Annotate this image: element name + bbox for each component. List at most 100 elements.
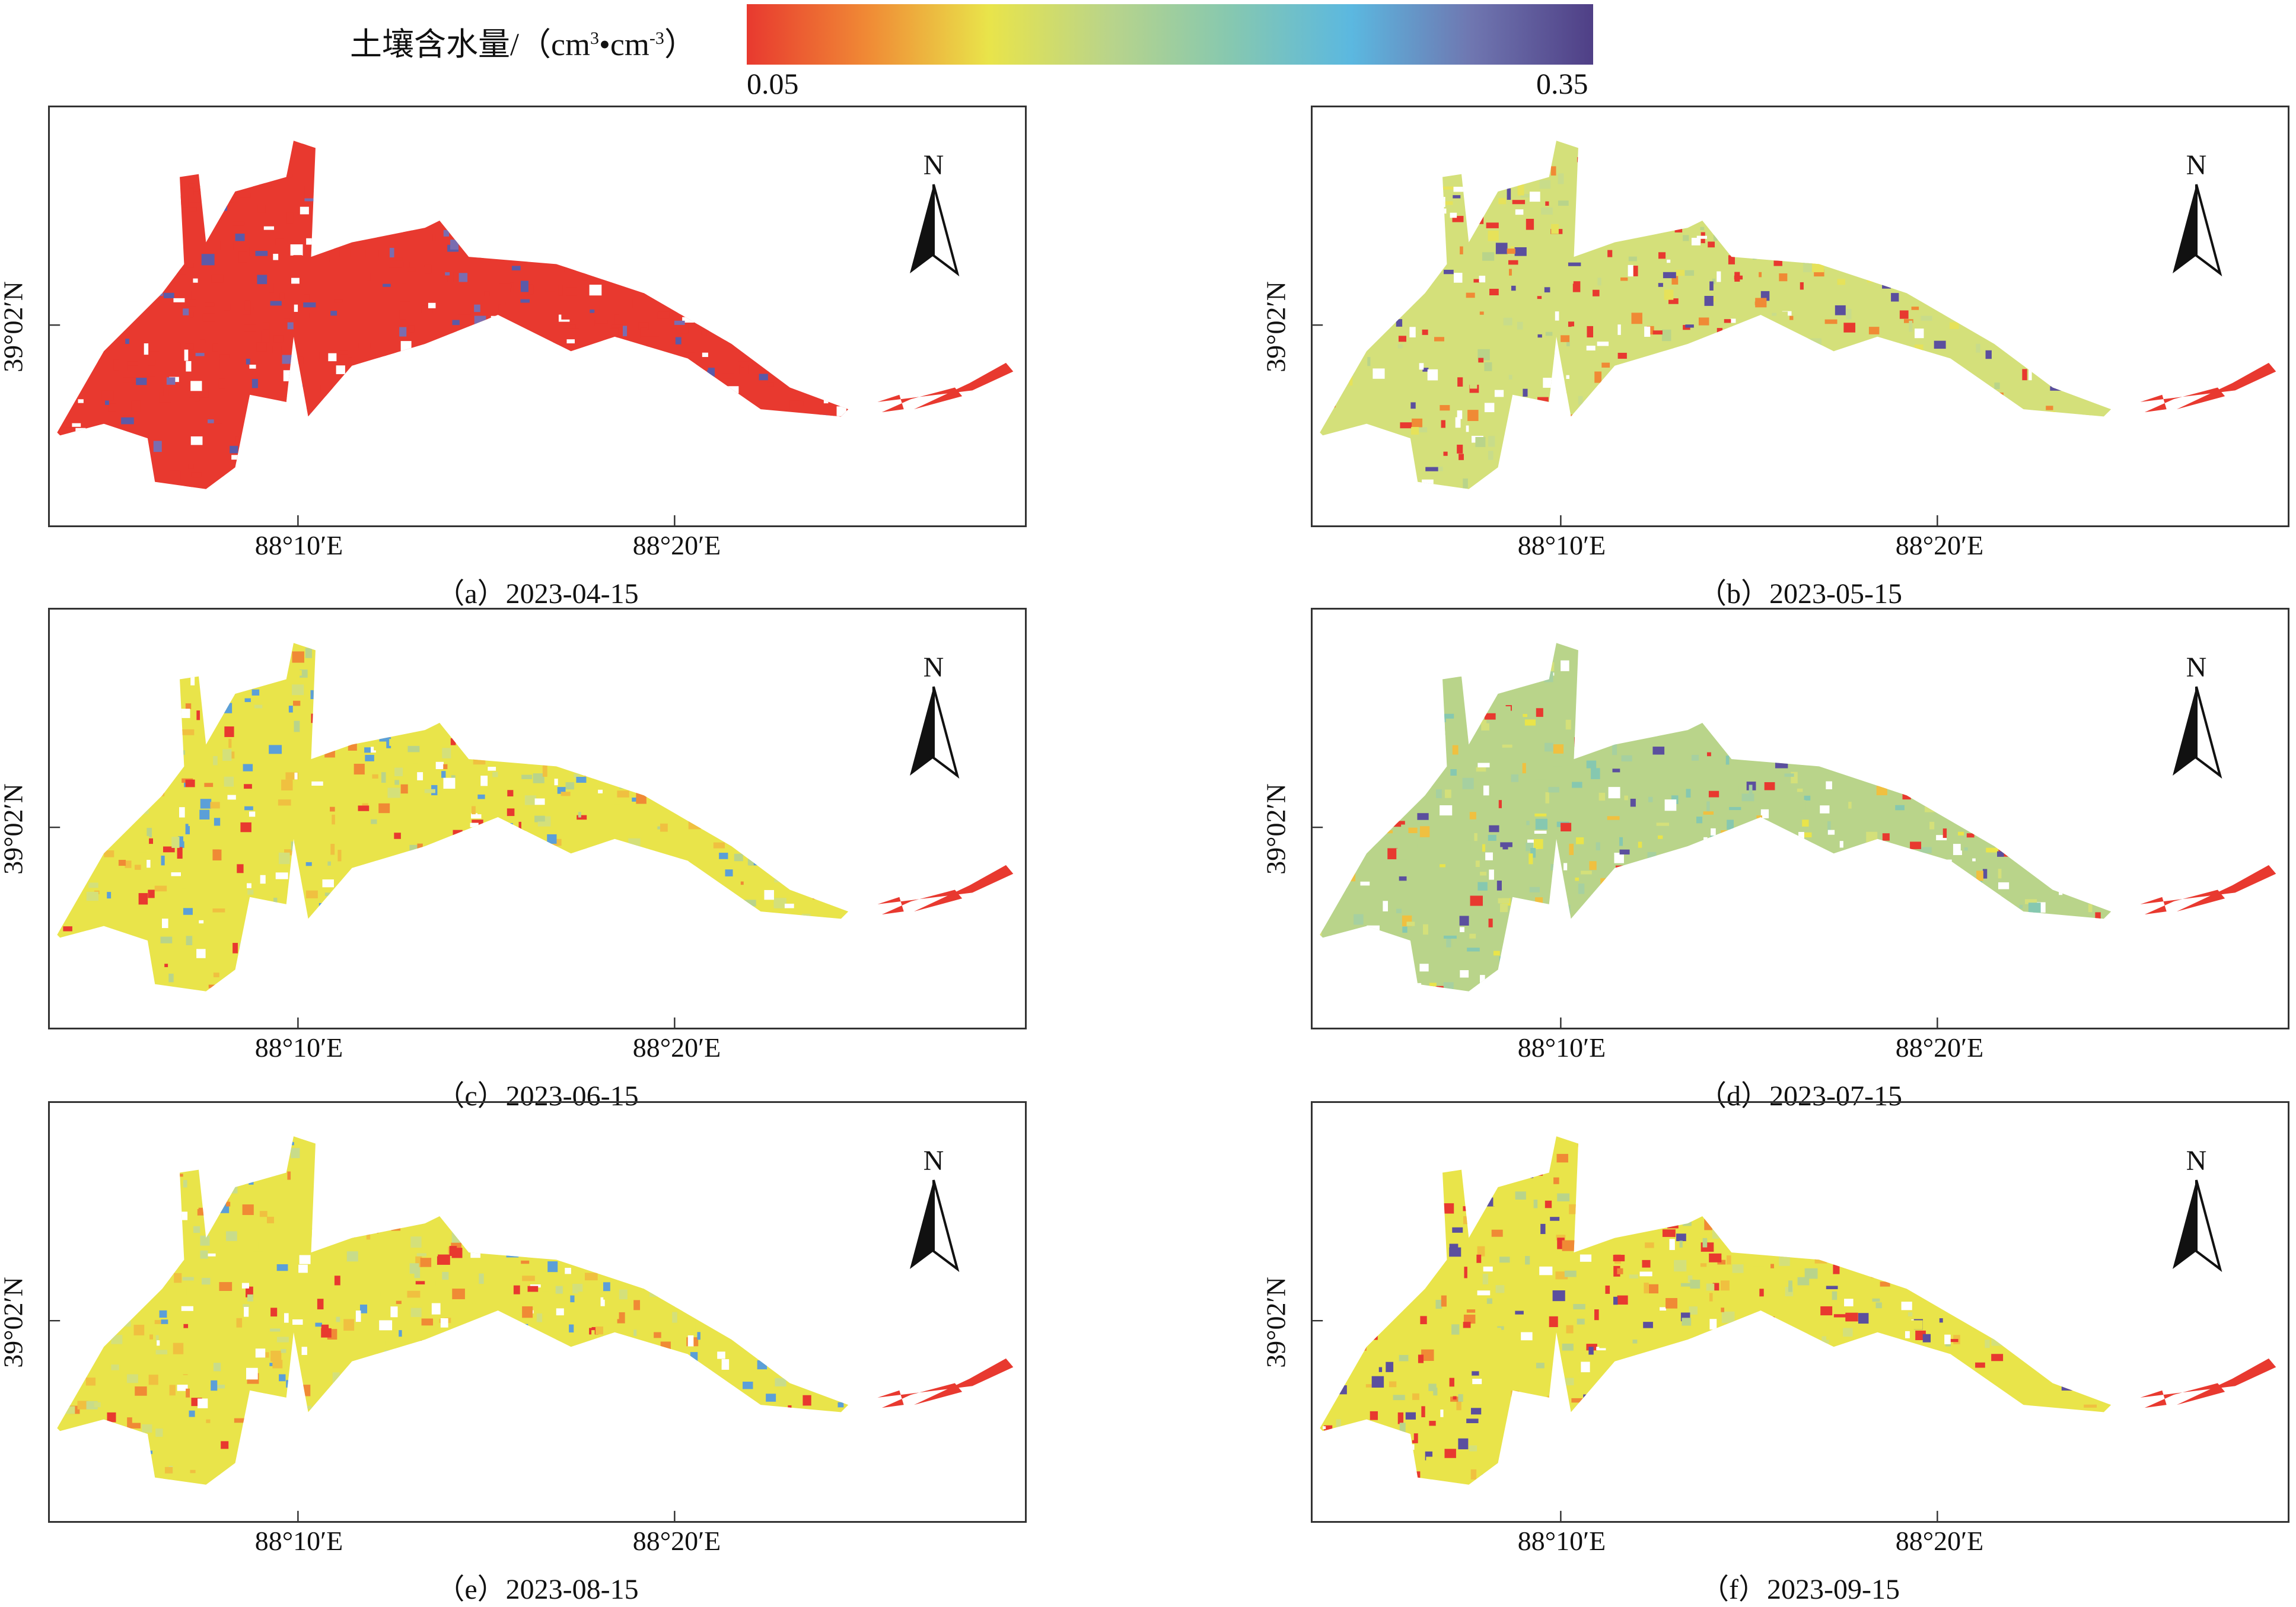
field-patch — [757, 1360, 767, 1369]
field-patch — [1866, 1298, 1873, 1306]
field-patch — [987, 293, 993, 298]
field-patch — [2151, 739, 2163, 742]
field-patch — [788, 1146, 792, 1157]
field-patch — [1386, 1393, 1391, 1401]
field-patch — [340, 248, 351, 257]
field-patch — [1565, 431, 1574, 439]
field-patch — [1508, 986, 1515, 992]
field-patch — [135, 1386, 147, 1396]
field-patch — [418, 479, 429, 486]
field-patch — [1499, 800, 1502, 808]
field-patch — [254, 425, 259, 429]
field-patch — [277, 1439, 286, 1448]
field-patch — [145, 276, 148, 279]
field-patch — [603, 1294, 607, 1300]
field-patch — [144, 343, 148, 355]
field-patch — [1563, 863, 1567, 870]
field-patch — [289, 1401, 297, 1405]
field-patch — [520, 856, 523, 863]
field-patch — [902, 1370, 907, 1376]
field-patch — [843, 285, 853, 291]
field-patch — [2141, 306, 2145, 312]
field-patch — [2003, 150, 2008, 161]
field-patch — [224, 824, 231, 830]
field-patch — [832, 796, 843, 806]
field-patch — [1553, 417, 1562, 420]
field-patch — [1436, 1492, 1441, 1495]
field-patch — [2112, 987, 2115, 994]
field-patch — [243, 764, 253, 771]
field-patch — [1399, 760, 1410, 770]
field-patch — [833, 680, 845, 691]
field-patch — [1582, 205, 1586, 214]
field-patch — [1001, 1350, 1007, 1356]
field-patch — [291, 278, 300, 284]
field-patch — [383, 284, 391, 287]
field-patch — [361, 854, 368, 861]
study-area — [1320, 1136, 2111, 1484]
field-patch — [58, 336, 65, 347]
field-patch — [133, 1241, 138, 1249]
field-patch — [114, 767, 125, 775]
field-patch — [582, 355, 588, 359]
field-patch — [657, 1468, 660, 1472]
field-patch — [103, 1207, 109, 1214]
field-patch — [92, 742, 101, 747]
field-patch — [1534, 839, 1543, 849]
field-patch — [870, 1493, 881, 1502]
field-patch — [1768, 858, 1780, 861]
field-patch — [1869, 430, 1878, 433]
field-patch — [888, 1307, 893, 1312]
field-patch — [1469, 423, 1472, 434]
field-patch — [2120, 432, 2126, 442]
field-patch — [865, 1144, 874, 1154]
field-patch — [2272, 250, 2279, 258]
field-patch — [637, 262, 647, 272]
field-patch — [472, 427, 483, 438]
field-patch — [1315, 930, 1321, 936]
field-patch — [1333, 190, 1345, 195]
field-patch — [453, 320, 460, 326]
field-patch — [110, 1241, 121, 1245]
field-patch — [386, 701, 394, 711]
field-patch — [2028, 903, 2041, 913]
field-patch — [2060, 718, 2063, 726]
field-patch — [1797, 789, 1803, 792]
field-patch — [132, 1264, 135, 1273]
field-patch — [1825, 320, 1838, 324]
field-patch — [573, 429, 581, 432]
field-patch — [558, 984, 565, 993]
field-patch — [291, 244, 303, 256]
field-patch — [1969, 647, 1974, 651]
field-patch — [1534, 814, 1546, 817]
field-patch — [1753, 1262, 1764, 1267]
field-patch — [387, 942, 400, 949]
field-patch — [157, 1407, 166, 1415]
field-patch — [685, 936, 694, 942]
field-patch — [1667, 260, 1670, 263]
field-patch — [758, 1158, 770, 1163]
field-patch — [983, 778, 992, 789]
field-patch — [173, 298, 184, 302]
field-patch — [473, 1188, 478, 1197]
field-patch — [877, 1001, 885, 1007]
field-patch — [576, 777, 586, 783]
field-patch — [399, 902, 407, 910]
field-patch — [665, 1152, 673, 1158]
field-patch — [1922, 228, 1929, 238]
field-patch — [724, 790, 730, 798]
field-patch — [2011, 1453, 2014, 1465]
field-patch — [2002, 240, 2009, 251]
field-patch — [354, 1407, 360, 1411]
field-patch — [247, 883, 251, 888]
field-patch — [677, 915, 682, 919]
field-patch — [227, 187, 238, 198]
field-patch — [1773, 840, 1777, 849]
field-patch — [1875, 1375, 1886, 1384]
field-patch — [1889, 934, 1901, 945]
field-patch — [1853, 1198, 1856, 1203]
field-patch — [1679, 435, 1683, 440]
field-patch — [875, 790, 880, 801]
field-patch — [573, 1437, 578, 1447]
field-patch — [496, 419, 504, 426]
